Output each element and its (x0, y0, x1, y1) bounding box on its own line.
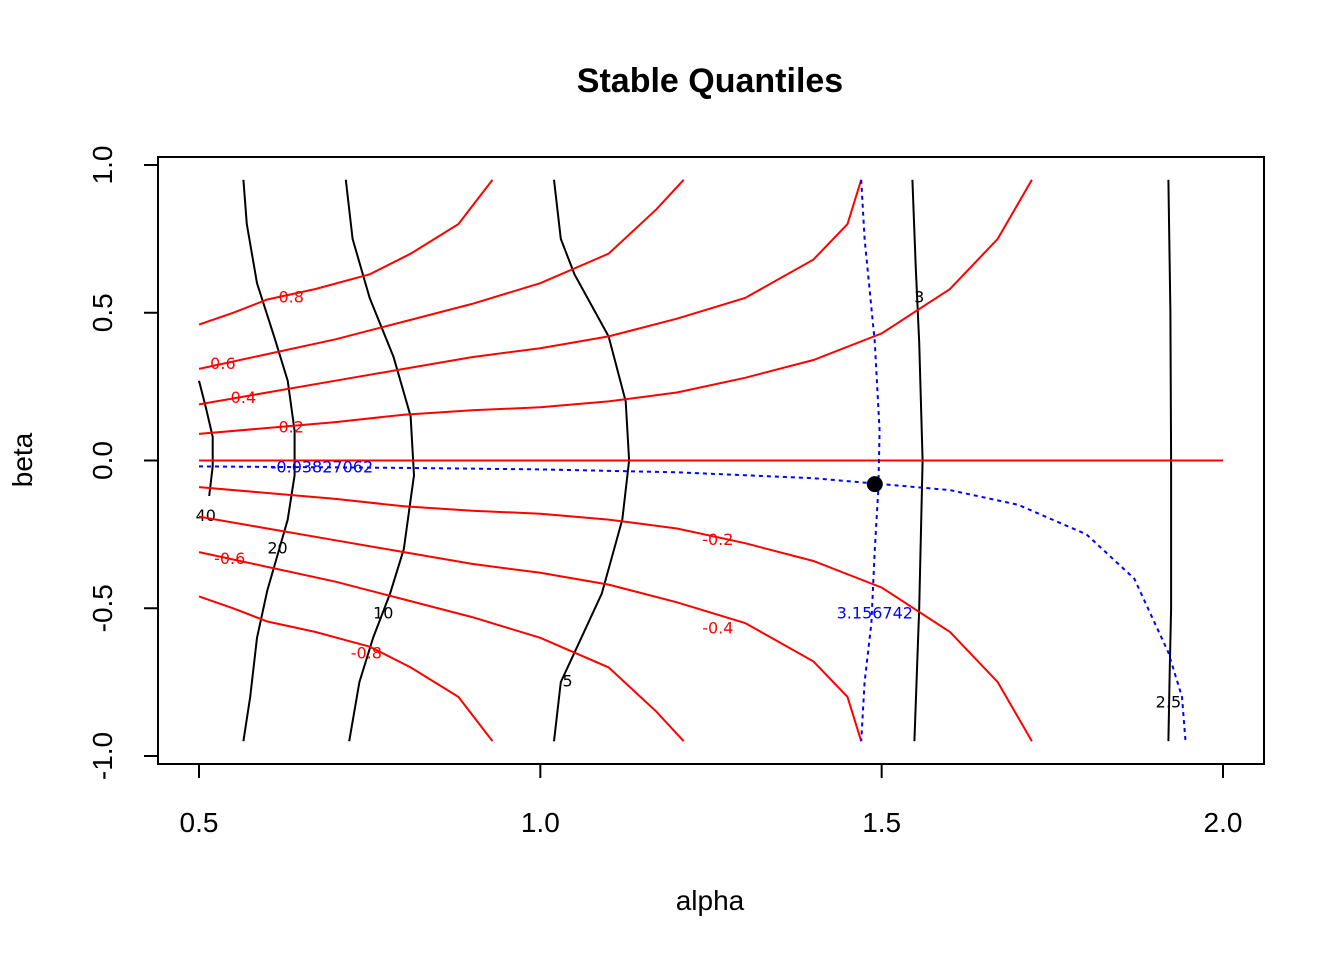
y-tick-label: 1.0 (87, 146, 118, 185)
black-contour-label-3: 3 (914, 288, 924, 307)
red-contour-label-0.6: 0.6 (210, 354, 235, 373)
blue-contour-line-3.156742 (860, 179, 881, 742)
x-tick-label: 2.0 (1204, 807, 1243, 838)
black-contour-line-20 (242, 179, 296, 742)
black-contour-label-10: 10 (373, 604, 393, 623)
plot-area: 40 20 10 5 3 2.5 0.8 0.6 0.4 0.2 -0.2 -0.4 -0.6 -0.8 -… (196, 179, 1223, 742)
black-contour-label-5: 5 (563, 672, 573, 691)
red-contour-label--0.2: -0.2 (702, 530, 733, 549)
black-contour-line-10 (344, 179, 416, 742)
red-contour-line-0.4 (198, 179, 863, 406)
y-tick-label: 0.5 (87, 293, 118, 332)
black-contour-line-3 (911, 179, 924, 742)
blue-contour-label-3.156742: 3.156742 (837, 604, 913, 623)
red-contour-label-0.2: 0.2 (278, 418, 303, 437)
x-tick-label: 0.5 (180, 807, 219, 838)
axes: 0.5 1.0 1.5 2.0 -1.0 -0.5 0.0 0.5 1.0 (87, 146, 1242, 838)
x-axis-label: alpha (676, 885, 745, 916)
y-axis-label: beta (7, 432, 38, 487)
red-contour-line-0.6 (198, 179, 685, 370)
black-contour-label-20: 20 (267, 539, 287, 558)
red-contour-label-0.8: 0.8 (278, 288, 303, 307)
red-contour-line--0.2 (198, 486, 1033, 742)
x-tick-label: 1.5 (862, 807, 901, 838)
red-contour-line--0.8 (198, 595, 494, 742)
red-contour-label-0.4: 0.4 (231, 388, 256, 407)
chart-title: Stable Quantiles (577, 62, 843, 100)
red-contour-line--0.6 (198, 551, 685, 742)
y-tick-label: -0.5 (87, 584, 118, 632)
y-tick-label: -1.0 (87, 732, 118, 780)
red-contour-line--0.4 (198, 515, 863, 742)
red-contour-line-0.2 (198, 179, 1033, 435)
red-contour-label--0.6: -0.6 (214, 549, 245, 568)
black-contour-line-40 (198, 380, 214, 497)
red-contour-label--0.4: -0.4 (702, 618, 733, 637)
black-contour-label-2.5: 2.5 (1156, 692, 1181, 711)
marked-point (866, 476, 883, 493)
blue-contour-label--0.03827062: -0.03827062 (271, 457, 373, 476)
red-contour-line-0.8 (198, 179, 494, 326)
black-contour-label-40: 40 (196, 506, 216, 525)
x-tick-label: 1.0 (521, 807, 560, 838)
blue-contour-line--0.03827062 (198, 465, 1187, 742)
red-contour-label--0.8: -0.8 (351, 644, 382, 663)
black-contour-line-2.5 (1167, 179, 1173, 742)
y-tick-label: 0.0 (87, 441, 118, 480)
